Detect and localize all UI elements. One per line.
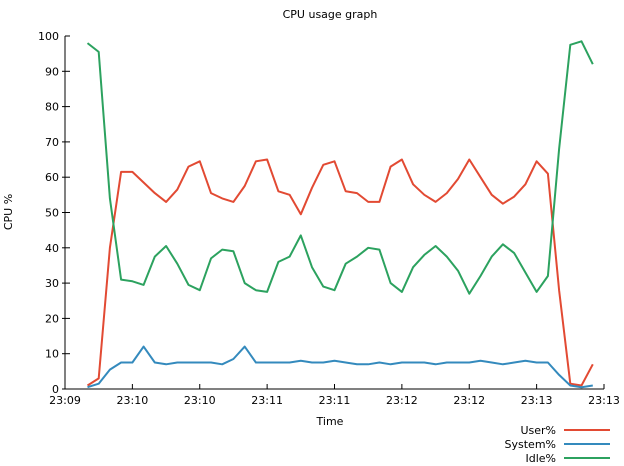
y-tick-label: 80 xyxy=(45,101,59,114)
x-tick-label: 23:12 xyxy=(386,394,418,407)
y-tick-label: 40 xyxy=(45,242,59,255)
x-tick-label: 23:10 xyxy=(184,394,216,407)
legend-label: Idle% xyxy=(525,452,556,465)
y-tick-label: 20 xyxy=(45,312,59,325)
x-tick-label: 23:09 xyxy=(49,394,81,407)
x-tick-label: 23:12 xyxy=(453,394,485,407)
x-tick-label: 23:10 xyxy=(117,394,149,407)
y-tick-label: 60 xyxy=(45,171,59,184)
y-tick-label: 100 xyxy=(38,30,59,43)
y-tick-label: 0 xyxy=(52,383,59,396)
y-axis-title: CPU % xyxy=(2,194,15,230)
y-tick-label: 50 xyxy=(45,207,59,220)
x-tick-label: 23:13 xyxy=(588,394,620,407)
x-axis-title: Time xyxy=(316,415,344,428)
x-axis-ticks: 23:09 23:10 23:10 23:11 23:11 23:12 23:12 23:13… xyxy=(49,384,620,407)
series-line-system xyxy=(87,345,593,389)
x-tick-label: 23:13 xyxy=(521,394,553,407)
series-line-idle xyxy=(86,40,594,295)
y-tick-label: 70 xyxy=(45,136,59,149)
legend: User%System%Idle% xyxy=(505,424,610,465)
y-tick-label: 90 xyxy=(45,65,59,78)
legend-label: System% xyxy=(505,438,556,451)
series-line-user xyxy=(86,158,594,387)
legend-label: User% xyxy=(520,424,556,437)
y-tick-label: 10 xyxy=(45,348,59,361)
x-tick-label: 23:11 xyxy=(251,394,283,407)
chart-title: CPU usage graph xyxy=(283,8,378,21)
series-lines xyxy=(86,40,594,389)
y-tick-label: 30 xyxy=(45,277,59,290)
x-tick-label: 23:11 xyxy=(319,394,351,407)
y-axis-ticks: 0 10 20 30 40 50 60 70 80 90 100 xyxy=(38,30,70,396)
